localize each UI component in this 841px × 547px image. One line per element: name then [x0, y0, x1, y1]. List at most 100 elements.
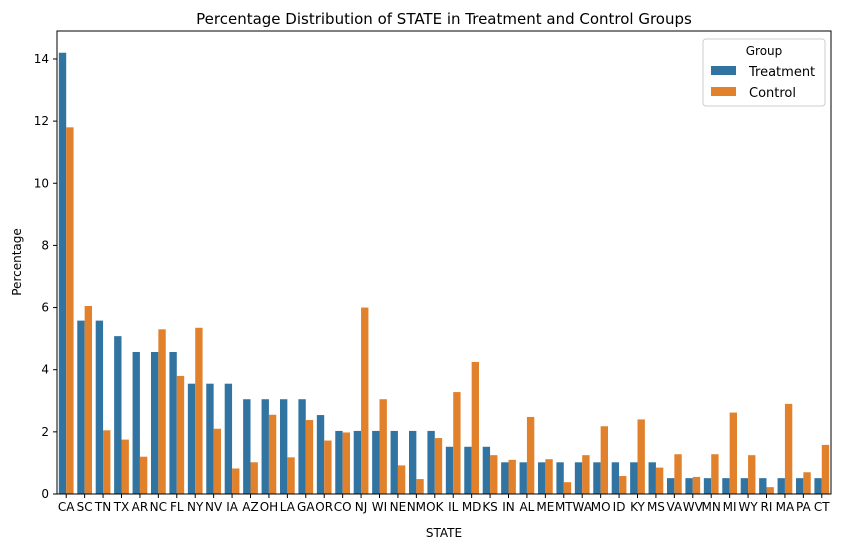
x-tick-label-sc: SC — [77, 500, 93, 514]
x-tick-label-ok: OK — [426, 500, 444, 514]
x-tick-label-ks: KS — [482, 500, 498, 514]
x-tick-label-mn: MN — [702, 500, 721, 514]
x-tick-label-co: CO — [334, 500, 352, 514]
bar-control-ri — [766, 487, 774, 494]
x-tick-label-wy: WY — [738, 500, 758, 514]
bar-control-oh — [268, 414, 277, 494]
bar-control-fl — [176, 375, 185, 494]
bar-control-wa — [582, 455, 590, 494]
bar-control-ok — [434, 438, 443, 494]
y-axis-label: Percentage — [10, 228, 24, 296]
bar-treatment-ms — [648, 462, 656, 494]
x-tick-label-fl: FL — [170, 500, 184, 514]
y-tick-label: 8 — [41, 238, 49, 252]
bar-treatment-il — [445, 446, 454, 494]
x-tick-label-id: ID — [613, 500, 626, 514]
bar-control-nm — [416, 479, 424, 494]
legend-swatch-control — [711, 87, 736, 96]
bar-control-tx — [121, 439, 129, 494]
bar-control-sc — [84, 306, 93, 494]
bar-treatment-wi — [372, 430, 380, 494]
bar-control-ks — [490, 455, 498, 494]
bar-control-ct — [821, 444, 830, 494]
bar-treatment-mo — [593, 462, 601, 494]
bar-control-az — [250, 462, 258, 494]
legend-label-control: Control — [749, 86, 796, 101]
x-tick-label-or: OR — [315, 500, 333, 514]
bar-control-ny — [195, 327, 203, 494]
bar-treatment-ia — [224, 383, 233, 494]
bar-treatment-or — [316, 415, 325, 494]
x-tick-label-mo: MO — [591, 500, 611, 514]
bar-treatment-pa — [795, 478, 804, 494]
x-tick-label-nj: NJ — [355, 500, 368, 514]
bar-treatment-ri — [759, 478, 767, 494]
bar-control-mt — [563, 482, 572, 494]
x-axis: CA SC TN TX AR NC FL NY NV IA AZ OH LA GA OR CO NJ WI NE NM… — [58, 494, 830, 514]
bar-treatment-ne — [390, 430, 398, 494]
bar-treatment-al — [519, 462, 527, 494]
x-tick-label-ma: MA — [776, 500, 795, 514]
x-tick-label-ct: CT — [814, 500, 830, 514]
bar-control-ar — [139, 456, 148, 494]
x-tick-label-nm: NM — [407, 500, 426, 514]
bar-control-wy — [748, 455, 756, 494]
x-tick-label-al: AL — [519, 500, 534, 514]
bar-control-ms — [655, 467, 664, 494]
bar-control-la — [287, 457, 295, 494]
bar-treatment-ca — [58, 52, 67, 494]
x-tick-label-ny: NY — [187, 500, 204, 514]
x-tick-label-nc: NC — [150, 500, 167, 514]
x-tick-label-ca: CA — [58, 500, 75, 514]
bar-control-pa — [803, 472, 811, 494]
x-tick-label-ar: AR — [132, 500, 149, 514]
bar-treatment-wv — [685, 478, 693, 494]
x-tick-label-nv: NV — [205, 500, 223, 514]
x-tick-label-ga: GA — [297, 500, 315, 514]
bar-treatment-co — [335, 430, 343, 494]
x-tick-label-ri: RI — [761, 500, 773, 514]
y-tick-label: 12 — [34, 114, 49, 128]
bar-control-nc — [158, 329, 166, 494]
bar-control-mo — [600, 426, 609, 494]
bar-treatment-in — [501, 462, 509, 494]
bar-treatment-nj — [353, 430, 362, 494]
bar-treatment-az — [243, 399, 251, 494]
x-tick-label-tn: TN — [94, 500, 111, 514]
bar-control-nj — [361, 307, 369, 494]
bar-treatment-fl — [169, 351, 177, 494]
x-tick-label-mt: MT — [555, 500, 573, 514]
bar-control-ne — [397, 465, 406, 494]
bar-control-il — [453, 392, 461, 494]
bar-treatment-nc — [150, 351, 159, 494]
bar-control-tn — [103, 430, 111, 494]
y-axis: 0 2 4 6 8 10 12 14 — [34, 52, 57, 501]
x-tick-label-pa: PA — [796, 500, 811, 514]
x-tick-label-mi: MI — [723, 500, 737, 514]
x-tick-label-ms: MS — [647, 500, 665, 514]
x-tick-label-wv: WV — [683, 500, 704, 514]
bar-treatment-ct — [814, 478, 822, 494]
bar-treatment-ar — [132, 351, 140, 494]
x-tick-label-il: IL — [448, 500, 459, 514]
x-tick-label-wa: WA — [572, 500, 592, 514]
bar-control-mi — [729, 412, 738, 494]
bar-treatment-nv — [206, 383, 214, 494]
legend: Group Treatment Control — [702, 38, 826, 107]
bar-treatment-la — [279, 399, 288, 494]
bar-control-or — [324, 440, 332, 494]
bar-treatment-ga — [298, 399, 306, 494]
x-tick-label-tx: TX — [113, 500, 130, 514]
y-tick-label: 4 — [41, 363, 49, 377]
bar-control-ky — [637, 419, 645, 494]
bar-control-nv — [213, 428, 222, 494]
bar-treatment-oh — [261, 399, 269, 494]
bar-treatment-md — [464, 446, 472, 494]
bar-treatment-wa — [574, 462, 583, 494]
bar-treatment-va — [666, 478, 675, 494]
bar-control-wv — [692, 476, 701, 494]
bar-treatment-ny — [187, 383, 196, 494]
bar-treatment-sc — [77, 320, 85, 494]
x-tick-label-la: LA — [280, 500, 296, 514]
